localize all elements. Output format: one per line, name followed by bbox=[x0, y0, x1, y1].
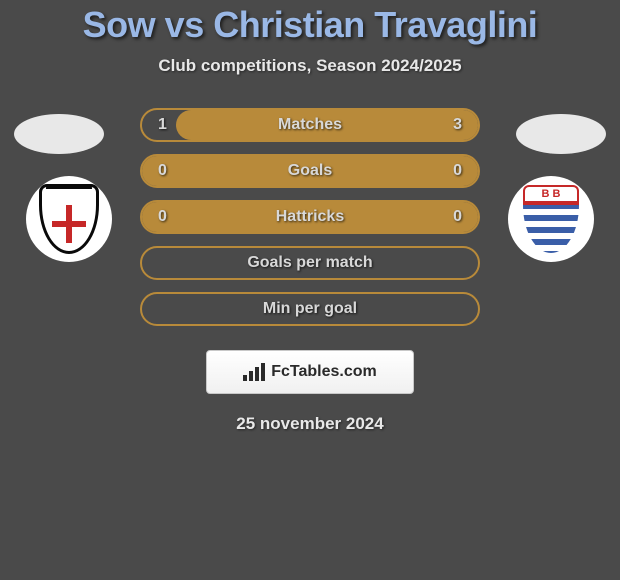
branding-text: FcTables.com bbox=[271, 363, 377, 381]
branding-badge[interactable]: FcTables.com bbox=[206, 350, 414, 394]
stats-rows: 1 Matches 3 0 Goals 0 0 Hattricks 0 Goal… bbox=[140, 108, 480, 326]
stat-right-value: 0 bbox=[422, 162, 462, 180]
stat-right-value: 0 bbox=[422, 208, 462, 226]
stat-label: Hattricks bbox=[198, 208, 422, 226]
club-right-badge bbox=[508, 176, 594, 262]
page-title: Sow vs Christian Travaglini bbox=[0, 4, 620, 46]
stat-right-value: 3 bbox=[422, 116, 462, 134]
stat-label: Matches bbox=[198, 116, 422, 134]
stat-left-value: 0 bbox=[158, 162, 198, 180]
striped-crest-icon bbox=[523, 185, 579, 253]
stat-row-matches: 1 Matches 3 bbox=[140, 108, 480, 142]
page-subtitle: Club competitions, Season 2024/2025 bbox=[0, 56, 620, 76]
stat-row-goals-per-match: Goals per match bbox=[140, 246, 480, 280]
club-left-badge bbox=[26, 176, 112, 262]
pro-vercelli-crest-icon bbox=[39, 184, 99, 254]
stat-left-value: 1 bbox=[158, 116, 198, 134]
player-right-avatar bbox=[516, 114, 606, 154]
header: Sow vs Christian Travaglini Club competi… bbox=[0, 0, 620, 76]
bar-chart-icon bbox=[243, 363, 265, 381]
stat-row-min-per-goal: Min per goal bbox=[140, 292, 480, 326]
stat-left-value: 0 bbox=[158, 208, 198, 226]
comparison-date: 25 november 2024 bbox=[0, 414, 620, 434]
player-left-avatar bbox=[14, 114, 104, 154]
stat-label: Min per goal bbox=[198, 300, 422, 318]
comparison-content: 1 Matches 3 0 Goals 0 0 Hattricks 0 Goal… bbox=[0, 108, 620, 434]
stat-label: Goals per match bbox=[198, 254, 422, 272]
stat-row-hattricks: 0 Hattricks 0 bbox=[140, 200, 480, 234]
stat-label: Goals bbox=[198, 162, 422, 180]
stat-row-goals: 0 Goals 0 bbox=[140, 154, 480, 188]
